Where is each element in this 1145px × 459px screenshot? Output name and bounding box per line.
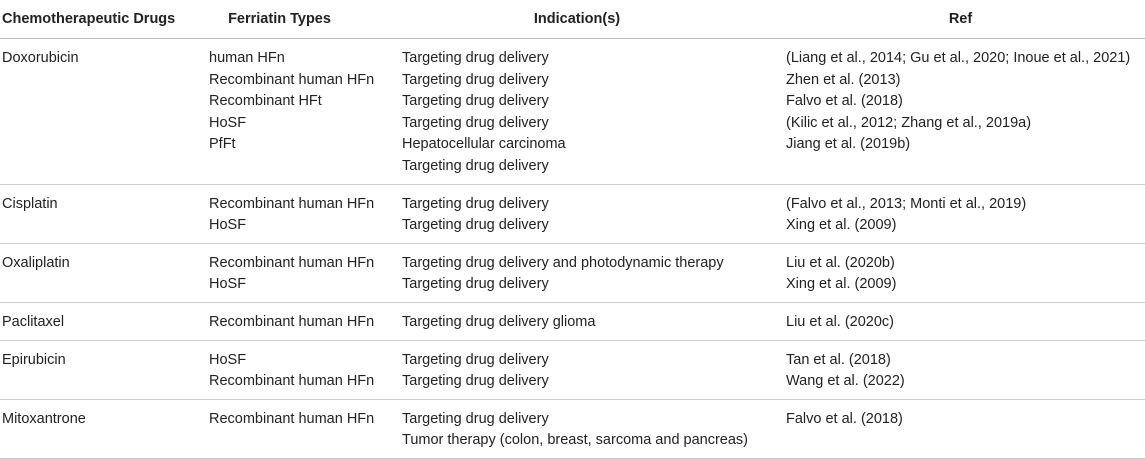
indication: Targeting drug delivery bbox=[402, 114, 549, 131]
table-row: Cisplatin Recombinant human HFn HoSF Target… bbox=[0, 184, 1145, 244]
ferritin-type: Recombinant human HFn bbox=[209, 410, 375, 427]
indication: Targeting drug delivery glioma bbox=[402, 313, 596, 330]
reference: Falvo et al. (2018) bbox=[786, 410, 903, 427]
ferritin-type: HoSF bbox=[209, 276, 247, 293]
indications-cell: Targeting drug delivery glioma bbox=[378, 302, 776, 341]
indication: Targeting drug delivery bbox=[402, 71, 549, 88]
ferritin-type: Recombinant human HFn bbox=[209, 373, 375, 390]
ferritin-types-cell: Recombinant human HFn HoSF bbox=[181, 243, 378, 303]
indications-cell: Targeting drug delivery and photodynamic… bbox=[378, 243, 776, 303]
reference: (Falvo et al., 2013; Monti et al., 2019) bbox=[786, 195, 1027, 212]
table-row: Paclitaxel Recombinant human HFn Targeting… bbox=[0, 302, 1145, 341]
reference: Liu et al. (2020b) bbox=[786, 254, 895, 271]
ferritin-type: HoSF bbox=[209, 217, 247, 234]
ferritin-types-cell: HoSF Recombinant human HFn bbox=[181, 340, 378, 400]
drug-name-cell: Cisplatin bbox=[0, 184, 181, 244]
reference: (Kilic et al., 2012; Zhang et al., 2019a… bbox=[786, 114, 1032, 131]
table-row: Mitoxantrone Recombinant human HFn Targeti… bbox=[0, 399, 1145, 459]
drug-name: Mitoxantrone bbox=[2, 410, 86, 427]
ferritin-type: Recombinant human HFn bbox=[209, 195, 375, 212]
indications-cell: Targeting drug delivery Targeting drug de… bbox=[378, 340, 776, 400]
header-drugs: Chemotherapeutic Drugs bbox=[0, 0, 181, 39]
drug-name: Paclitaxel bbox=[2, 313, 65, 330]
ferritin-type: Recombinant human HFn bbox=[209, 71, 375, 88]
indication: Hepatocellular carcinoma bbox=[402, 136, 566, 153]
ferritin-type: HoSF bbox=[209, 114, 247, 131]
drug-name: Doxorubicin bbox=[2, 50, 79, 66]
reference: Liu et al. (2020c) bbox=[786, 313, 895, 330]
drug-name-cell: Doxorubicin bbox=[0, 38, 181, 185]
ferritin-type: HoSF bbox=[209, 351, 247, 368]
reference: Zhen et al. (2013) bbox=[786, 71, 901, 88]
table-row: Oxaliplatin Recombinant human HFn HoSF Targ… bbox=[0, 243, 1145, 303]
refs-cell: Falvo et al. (2018) bbox=[776, 399, 1145, 459]
indication: Tumor therapy (colon, breast, sarcoma an… bbox=[402, 432, 749, 449]
drug-name-cell: Paclitaxel bbox=[0, 302, 181, 341]
header-row: Chemotherapeutic Drugs Ferriatin Types I… bbox=[0, 0, 1145, 39]
table-body: Doxorubicin human HFn Recombinant human HF… bbox=[0, 38, 1145, 459]
indications-cell: Targeting drug delivery Targeting drug de… bbox=[378, 184, 776, 244]
indication: Targeting drug delivery bbox=[402, 410, 549, 427]
indication: Targeting drug delivery bbox=[402, 276, 549, 293]
ferritin-types-cell: Recombinant human HFn bbox=[181, 399, 378, 459]
indication: Targeting drug delivery bbox=[402, 195, 549, 212]
drug-name: Epirubicin bbox=[2, 351, 66, 368]
indication: Targeting drug delivery bbox=[402, 50, 549, 66]
ferritin-type: PfFt bbox=[209, 136, 236, 153]
drug-name-cell: Mitoxantrone bbox=[0, 399, 181, 459]
refs-cell: (Liang et al., 2014; Gu et al., 2020; In… bbox=[776, 38, 1145, 185]
reference: Xing et al. (2009) bbox=[786, 217, 897, 234]
drug-name: Oxaliplatin bbox=[2, 254, 70, 271]
refs-cell: Tan et al. (2018) Wang et al. (2022) bbox=[776, 340, 1145, 400]
indication: Targeting drug delivery and photodynamic… bbox=[402, 254, 724, 271]
indications-cell: Targeting drug delivery Targeting drug de… bbox=[378, 38, 776, 185]
table-header: Chemotherapeutic Drugs Ferriatin Types I… bbox=[0, 0, 1145, 39]
ferritin-types-cell: human HFn Recombinant human HFn Recombinan… bbox=[181, 38, 378, 185]
header-indications: Indication(s) bbox=[378, 0, 776, 39]
header-ref: Ref bbox=[776, 0, 1145, 39]
indication: Targeting drug delivery bbox=[402, 93, 549, 110]
reference: Jiang et al. (2019b) bbox=[786, 136, 911, 153]
ferritin-type: human HFn bbox=[209, 50, 285, 66]
drug-name-cell: Epirubicin bbox=[0, 340, 181, 400]
reference: Tan et al. (2018) bbox=[786, 351, 891, 368]
drug-name: Cisplatin bbox=[2, 195, 58, 212]
reference: Wang et al. (2022) bbox=[786, 373, 905, 390]
indication: Targeting drug delivery bbox=[402, 351, 549, 368]
ferritin-types-cell: Recombinant human HFn HoSF bbox=[181, 184, 378, 244]
refs-cell: Liu et al. (2020b) Xing et al. (2009) bbox=[776, 243, 1145, 303]
table-row: Epirubicin HoSF Recombinant human HFn Targe… bbox=[0, 340, 1145, 400]
reference: Xing et al. (2009) bbox=[786, 276, 897, 293]
refs-cell: Liu et al. (2020c) bbox=[776, 302, 1145, 341]
header-ferritin-types: Ferriatin Types bbox=[181, 0, 378, 39]
ferritin-type: Recombinant human HFn bbox=[209, 313, 375, 330]
refs-cell: (Falvo et al., 2013; Monti et al., 2019)… bbox=[776, 184, 1145, 244]
indication: Targeting drug delivery bbox=[402, 373, 549, 390]
reference: Falvo et al. (2018) bbox=[786, 93, 903, 110]
indication: Targeting drug delivery bbox=[402, 157, 549, 174]
indications-cell: Targeting drug delivery Tumor therapy (co… bbox=[378, 399, 776, 459]
drug-name-cell: Oxaliplatin bbox=[0, 243, 181, 303]
ferritin-type: Recombinant HFt bbox=[209, 93, 322, 110]
ferritin-type: Recombinant human HFn bbox=[209, 254, 375, 271]
ferritin-types-cell: Recombinant human HFn bbox=[181, 302, 378, 341]
table-row: Doxorubicin human HFn Recombinant human HF… bbox=[0, 38, 1145, 185]
indication: Targeting drug delivery bbox=[402, 217, 549, 234]
reference: (Liang et al., 2014; Gu et al., 2020; In… bbox=[786, 50, 1131, 66]
